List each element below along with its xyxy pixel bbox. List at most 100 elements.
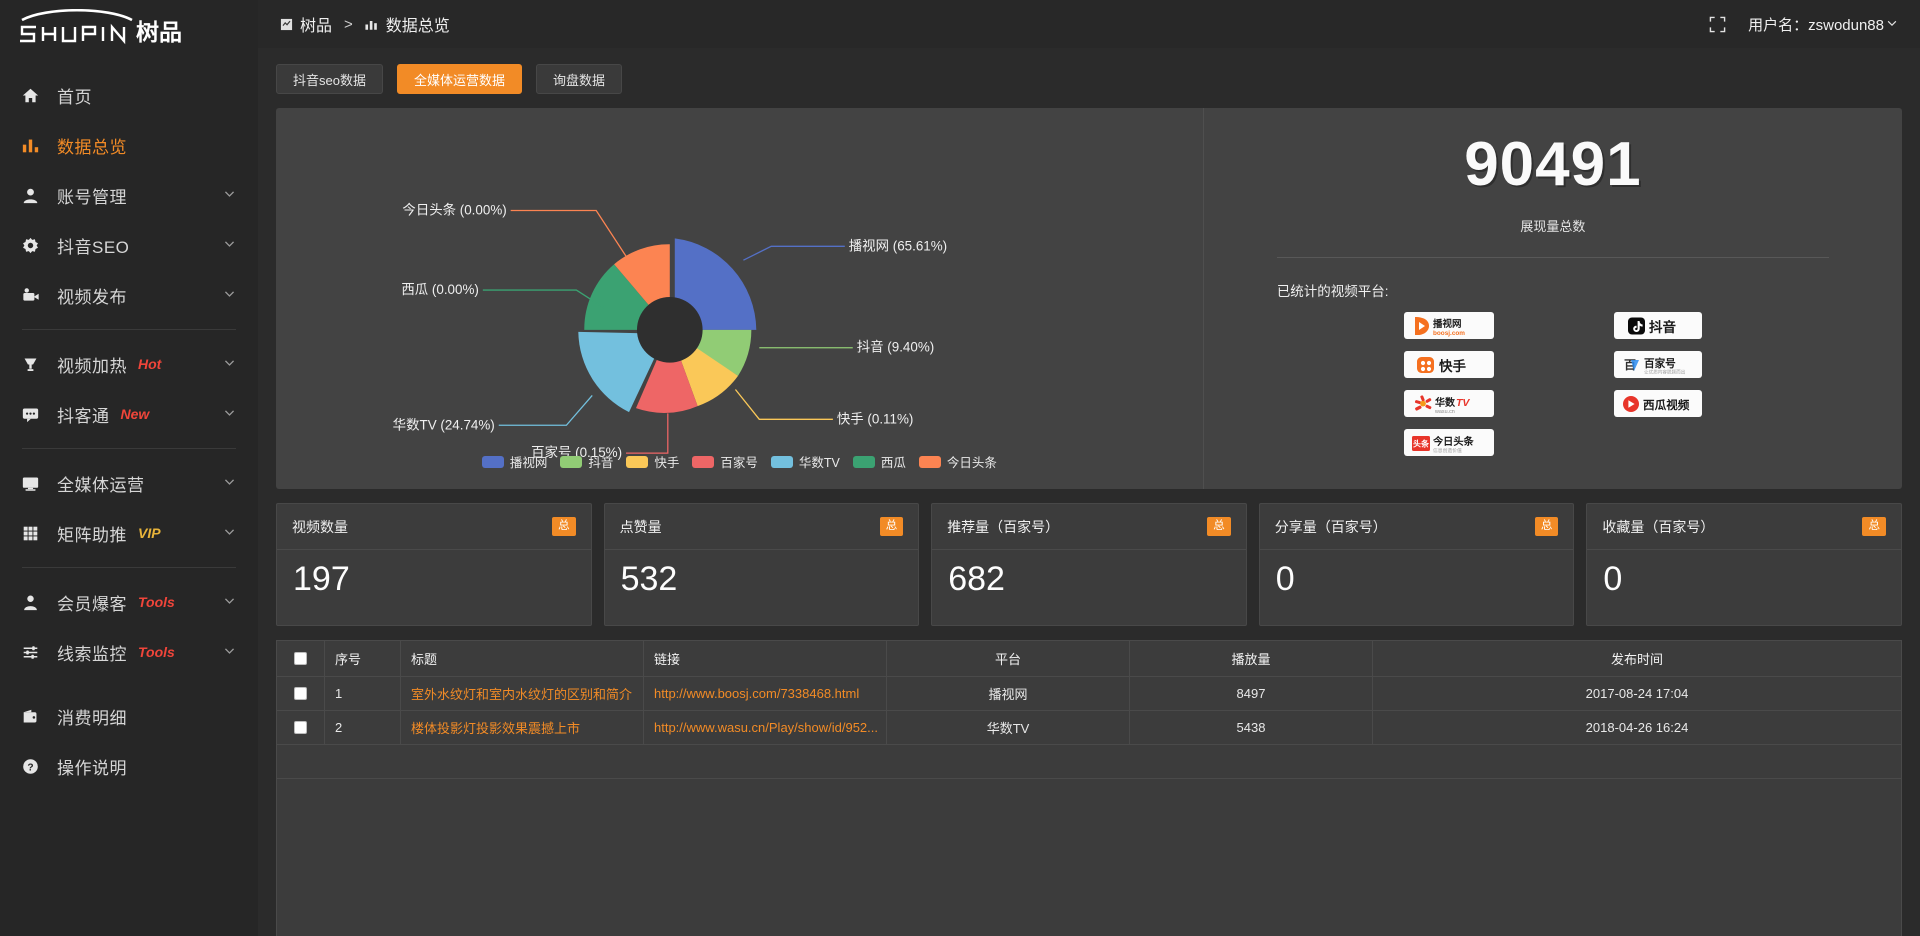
legend-swatch	[481, 455, 504, 468]
sidebar-item-account[interactable]: 账号管理	[0, 170, 258, 220]
donut-chart-svg[interactable]: 播视网 (65.61%) 抖音 (9.40%) 快手 (0.11%) 百家号 (…	[276, 108, 1203, 489]
table-row-partial[interactable]	[277, 745, 1901, 779]
sidebar-item-video-publish[interactable]: 视频发布	[0, 270, 258, 320]
legend-item-boshiwang[interactable]: 播视网	[481, 452, 547, 471]
legend-item-huashutv[interactable]: 华数TV	[770, 452, 840, 471]
svg-text:boosj.com: boosj.com	[1433, 330, 1465, 337]
pie-slice-boshiwang[interactable]	[674, 238, 757, 330]
row-checkbox[interactable]	[294, 687, 307, 700]
legend-swatch	[770, 455, 793, 468]
platform-badge-douyin[interactable]: 抖音	[1613, 312, 1702, 339]
select-all-checkbox[interactable]	[294, 652, 307, 665]
sidebar-item-consumption[interactable]: 消费明细	[0, 691, 258, 741]
stat-card-badge[interactable]: 总	[1534, 517, 1559, 536]
stat-card-badge[interactable]: 总	[552, 517, 576, 536]
svg-text:头条: 头条	[1413, 438, 1430, 448]
table-row[interactable]: 1 室外水纹灯和室内水纹灯的区别和简介 http://www.boosj.com…	[277, 677, 1901, 711]
brand-logo[interactable]: 树品	[0, 0, 258, 56]
user-icon	[22, 185, 46, 205]
sidebar-item-douyin-seo[interactable]: 抖音SEO	[0, 220, 258, 270]
sidebar-item-label: 首页	[57, 87, 92, 107]
pie-label-kuaishou: 快手 (0.11%)	[837, 411, 913, 426]
breadcrumb-item-root[interactable]: 树品	[280, 12, 332, 36]
table-header-index: 序号	[325, 641, 401, 676]
chart-canvas: 播视网 (65.61%) 抖音 (9.40%) 快手 (0.11%) 百家号 (…	[276, 108, 1203, 489]
table-row[interactable]: 2 楼体投影灯投影效果震撼上市 http://www.wasu.cn/Play/…	[277, 711, 1901, 745]
legend-item-xigua[interactable]: 西瓜	[852, 452, 906, 471]
legend-item-jinri-toutiao[interactable]: 今日头条	[918, 452, 997, 471]
platform-badge-xigua[interactable]: 西瓜视频	[1613, 390, 1702, 417]
platform-badge-kuaishou[interactable]: 快手	[1403, 351, 1494, 378]
stat-card-header: 收藏量（百家号） 总	[1587, 504, 1901, 550]
sidebar-item-help[interactable]: ? 操作说明	[0, 741, 258, 791]
sidebar-item-matrix-boost[interactable]: 矩阵助推 VIP	[0, 508, 258, 558]
legend-item-douyin[interactable]: 抖音	[560, 452, 613, 471]
legend-label: 百家号	[720, 456, 758, 470]
chevron-down-icon	[1886, 17, 1898, 32]
stat-card-title: 推荐量（百家号）	[947, 518, 1060, 535]
question-icon: ?	[22, 756, 46, 776]
pie-slice-huashutv[interactable]	[578, 331, 666, 413]
legend-label: 西瓜	[880, 456, 906, 470]
grid-icon	[22, 523, 46, 543]
platform-badge-jinri-toutiao[interactable]: 头条 今日头条 信息创造价值	[1403, 429, 1494, 456]
chat-icon	[22, 404, 46, 424]
row-title-link[interactable]: 室外水纹灯和室内水纹灯的区别和简介	[401, 677, 644, 710]
chevron-down-icon	[223, 404, 236, 424]
svg-text:快手: 快手	[1439, 358, 1467, 374]
tab-inquiry[interactable]: 询盘数据	[535, 64, 622, 94]
stat-card-badge[interactable]: 总	[879, 517, 904, 536]
sidebar-item-data-overview[interactable]: 数据总览	[0, 120, 258, 170]
sidebar-item-member-tools[interactable]: 会员爆客 Tools	[0, 577, 258, 627]
row-platform: 播视网	[887, 677, 1130, 710]
chevron-down-icon	[223, 354, 236, 374]
legend-item-baijiahao[interactable]: 百家号	[692, 452, 758, 471]
platform-badge-columns: 播视网 boosj.com 快手	[1403, 312, 1702, 456]
main-area: 树品 > 数据总览 用户名：zswodun88	[258, 0, 1920, 936]
legend-swatch	[560, 455, 583, 468]
row-title-link[interactable]: 楼体投影灯投影效果震撼上市	[401, 711, 644, 744]
svg-text:wasu.cn: wasu.cn	[1434, 409, 1455, 415]
user-menu[interactable]: 用户名：zswodun88	[1748, 14, 1898, 35]
row-url-link[interactable]: http://www.wasu.cn/Play/show/id/952...	[644, 711, 887, 744]
bar-chart-icon	[22, 135, 46, 155]
platform-badge-baijiahao[interactable]: 百 百家号 让优质内容脱颖而出	[1613, 351, 1702, 378]
legend-swatch	[692, 455, 715, 468]
baijiahao-logo-icon: 百 百家号 让优质内容脱颖而出	[1624, 357, 1686, 376]
stat-card-title: 分享量（百家号）	[1274, 518, 1387, 535]
legend-swatch	[918, 455, 941, 468]
stat-card-badge[interactable]: 总	[1862, 517, 1886, 536]
row-url-link[interactable]: http://www.boosj.com/7338468.html	[644, 677, 887, 710]
platform-column-left: 播视网 boosj.com 快手	[1403, 312, 1494, 456]
sidebar-item-video-boost[interactable]: 视频加热 Hot	[0, 339, 258, 389]
row-checkbox[interactable]	[294, 721, 307, 734]
sidebar-item-tag: New	[120, 406, 150, 422]
pie-slice-baijiahao[interactable]	[635, 329, 698, 413]
sidebar-item-omnimedia[interactable]: 全媒体运营	[0, 458, 258, 508]
platform-badge-huashutv[interactable]: 华数 TV wasu.cn	[1403, 390, 1494, 417]
table-header-row: 序号 标题 链接 平台 播放量 发布时间	[277, 641, 1901, 677]
sidebar-item-label: 操作说明	[57, 758, 127, 778]
chevron-down-icon	[223, 185, 236, 205]
legend-item-kuaishou[interactable]: 快手	[626, 452, 679, 471]
stat-card-likes: 点赞量 总 532	[603, 503, 920, 626]
breadcrumb-item-current[interactable]: 数据总览	[365, 12, 450, 36]
sidebar-item-tag: Tools	[138, 644, 175, 660]
tab-omnimedia-ops[interactable]: 全媒体运营数据	[396, 64, 522, 94]
summary-divider	[1277, 257, 1829, 258]
row-select-cell	[277, 677, 325, 710]
fullscreen-icon[interactable]	[1709, 16, 1726, 33]
breadcrumb-root-label: 树品	[300, 18, 333, 35]
stat-card-badge[interactable]: 总	[1207, 517, 1231, 536]
platform-badge-boshiwang[interactable]: 播视网 boosj.com	[1403, 312, 1494, 339]
chevron-down-icon	[223, 592, 236, 612]
stat-card-video-count: 视频数量 总 197	[276, 503, 592, 626]
sidebar-item-douketong[interactable]: 抖客通 New	[0, 389, 258, 439]
sidebar-item-home[interactable]: 首页	[0, 70, 258, 120]
pie-label-huashutv: 华数TV (24.74%)	[393, 417, 495, 432]
sidebar-item-lead-monitor[interactable]: 线索监控 Tools	[0, 627, 258, 677]
tab-douyin-seo[interactable]: 抖音seo数据	[276, 64, 383, 94]
chevron-down-icon	[223, 285, 236, 305]
stat-card-header: 视频数量 总	[277, 504, 591, 550]
user-label: 用户名：zswodun88	[1748, 16, 1884, 34]
